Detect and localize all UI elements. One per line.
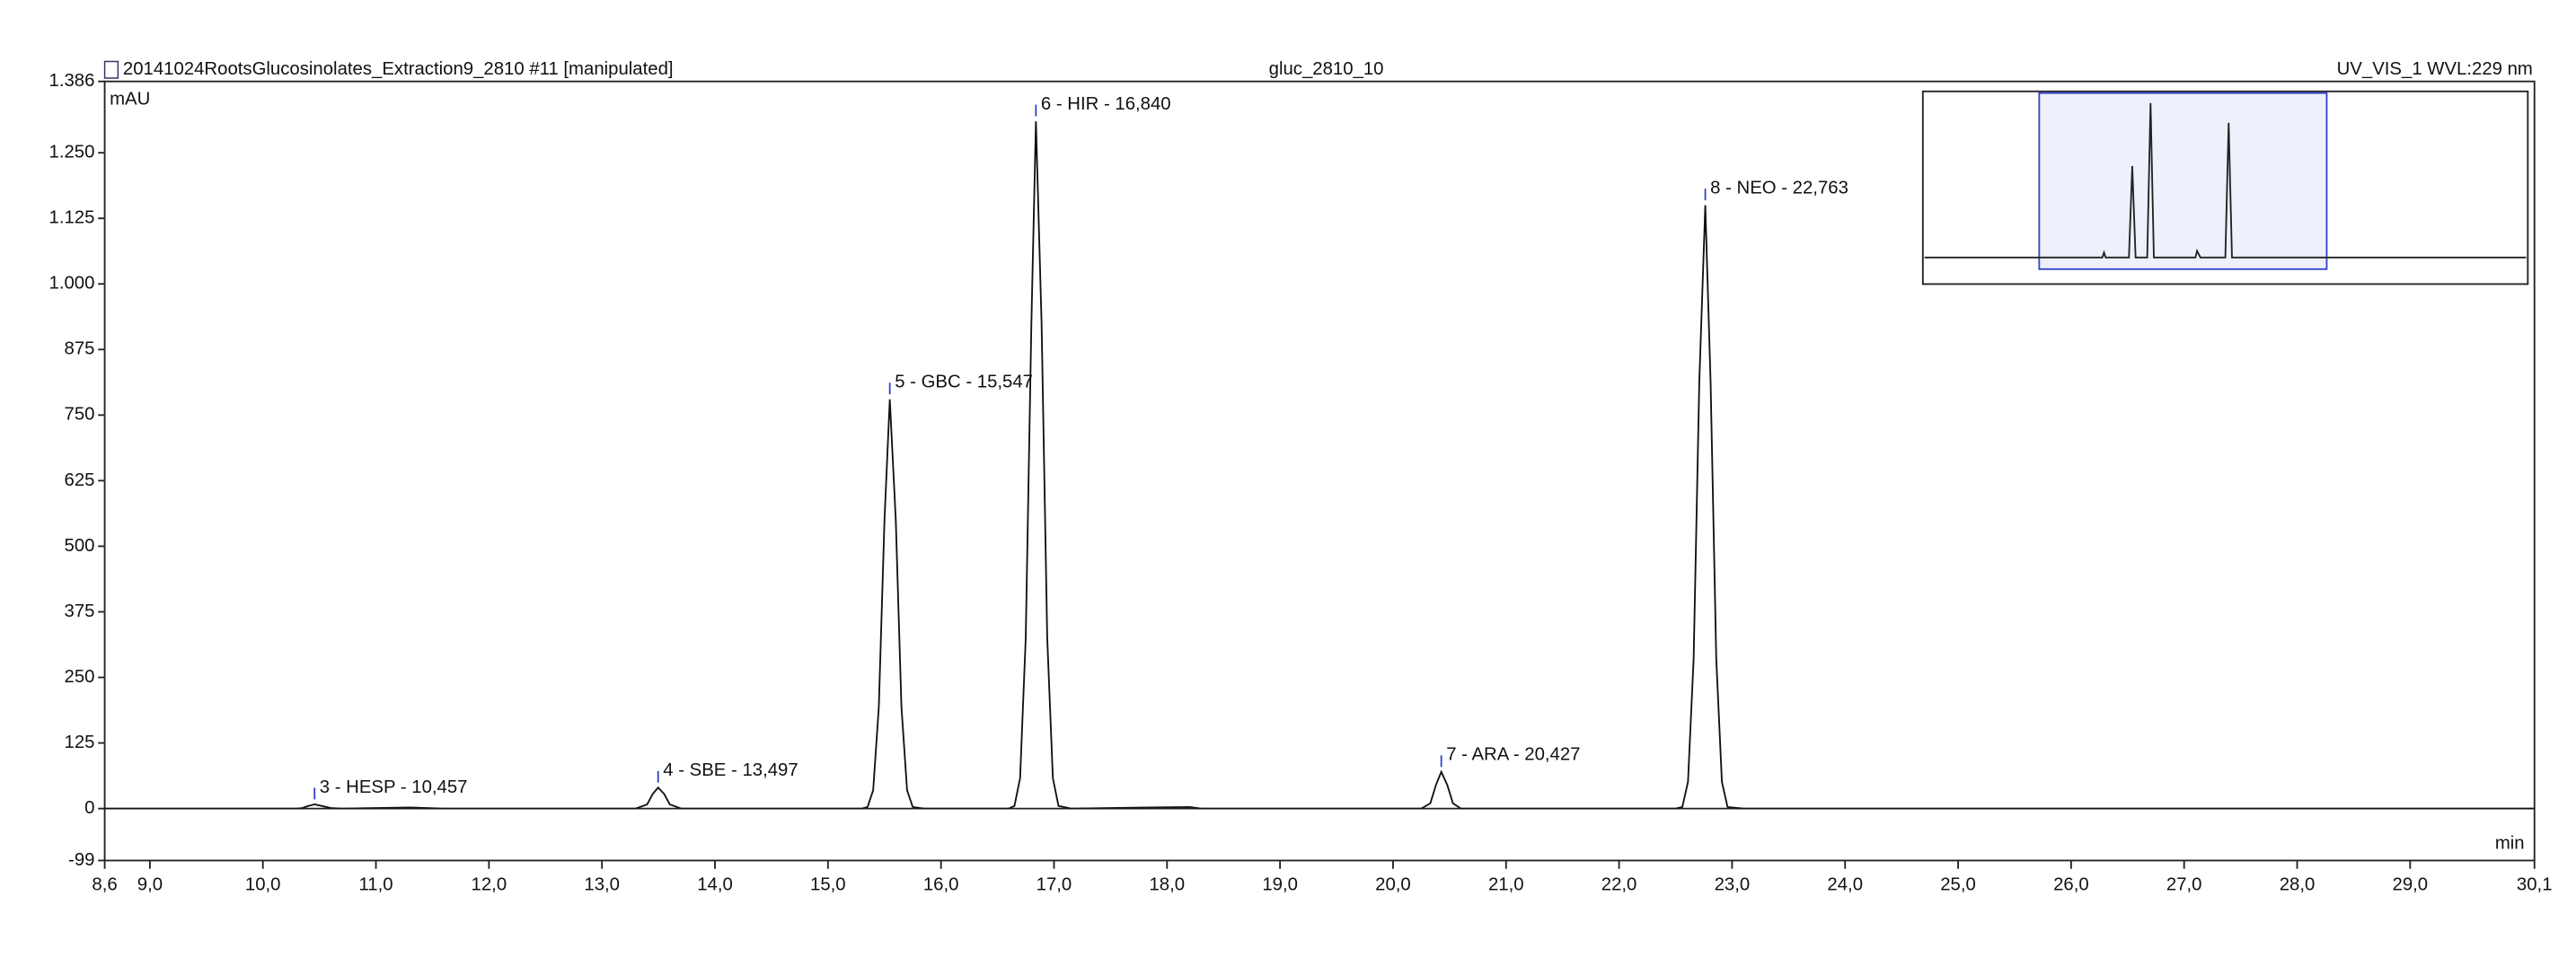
x-tick-label: 30,1 xyxy=(2517,875,2553,895)
x-tick-label: 9,0 xyxy=(137,875,163,895)
y-tick-label: 1.386 xyxy=(49,71,95,91)
x-tick-label: 28,0 xyxy=(2280,875,2316,895)
y-tick-label: 500 xyxy=(65,536,95,556)
x-tick-label: 19,0 xyxy=(1262,875,1298,895)
peak-label: 7 - ARA - 20,427 xyxy=(1446,745,1580,765)
peak-label: 8 - NEO - 22,763 xyxy=(1710,178,1848,198)
peak-label: 4 - SBE - 13,497 xyxy=(663,760,798,780)
chromatogram-trace xyxy=(104,121,2535,810)
x-tick-label: 16,0 xyxy=(923,875,959,895)
chart-subtitle: gluc_2810_10 xyxy=(1269,59,1384,79)
plot-frame xyxy=(103,80,2536,862)
x-tick-label: 18,0 xyxy=(1149,875,1185,895)
x-tick-label: 15,0 xyxy=(810,875,846,895)
peak-label: 3 - HESP - 10,457 xyxy=(320,777,468,797)
x-tick-label: 26,0 xyxy=(2053,875,2089,895)
y-tick-label: 250 xyxy=(65,667,95,687)
y-tick-label: 875 xyxy=(65,339,95,359)
y-tick-label: 625 xyxy=(65,470,95,490)
x-tick-label: 11,0 xyxy=(358,875,393,895)
chart-title: 20141024RootsGlucosinolates_Extraction9_… xyxy=(123,59,674,79)
y-axis-label: mAU xyxy=(110,89,150,109)
y-tick-label: 1.250 xyxy=(49,143,95,162)
x-tick-label: 13,0 xyxy=(584,875,620,895)
x-tick-label: 20,0 xyxy=(1375,875,1411,895)
y-tick-label: 1.000 xyxy=(49,274,95,294)
detector-label: UV_VIS_1 WVL:229 nm xyxy=(2337,59,2533,79)
y-tick-label: 750 xyxy=(65,405,95,425)
doc-icon xyxy=(103,60,119,79)
y-tick-label: 125 xyxy=(65,733,95,752)
inset-zoom-window xyxy=(2038,92,2328,270)
x-tick-label: 10,0 xyxy=(245,875,281,895)
x-tick-label: 27,0 xyxy=(2166,875,2202,895)
x-tick-label: 24,0 xyxy=(1827,875,1863,895)
x-tick-label: 21,0 xyxy=(1488,875,1524,895)
x-tick-label: 22,0 xyxy=(1601,875,1637,895)
x-tick-label: 8,6 xyxy=(92,875,117,895)
peak-label: 6 - HIR - 16,840 xyxy=(1041,94,1171,114)
inset-trace xyxy=(1924,102,2527,259)
peak-label: 5 - GBC - 15,547 xyxy=(895,373,1033,392)
x-tick-label: 12,0 xyxy=(472,875,507,895)
x-tick-label: 14,0 xyxy=(697,875,733,895)
y-tick-label: -99 xyxy=(68,850,94,870)
x-tick-label: 25,0 xyxy=(1940,875,1976,895)
x-axis-label: min xyxy=(2495,833,2525,853)
y-tick-label: 1.125 xyxy=(49,208,95,228)
x-tick-label: 17,0 xyxy=(1037,875,1072,895)
x-tick-label: 29,0 xyxy=(2393,875,2429,895)
overview-inset xyxy=(1921,90,2529,285)
y-tick-label: 375 xyxy=(65,602,95,621)
x-tick-label: 23,0 xyxy=(1715,875,1751,895)
y-tick-label: 0 xyxy=(84,798,94,818)
